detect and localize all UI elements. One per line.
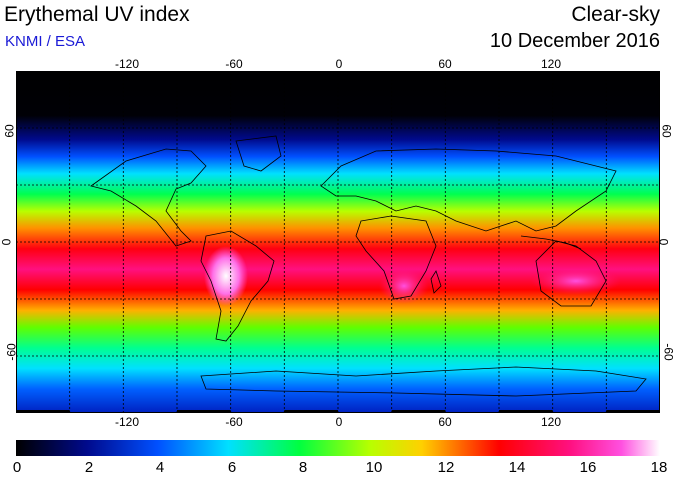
colorbar-tick: 16 — [579, 459, 597, 476]
uv-index-map — [16, 71, 660, 413]
sky-mode-label: Clear-sky — [571, 3, 660, 26]
lat-label-right: 60 — [659, 124, 674, 138]
colorbar-tick: 0 — [12, 459, 22, 476]
lon-label-top: 120 — [540, 57, 562, 71]
uv-colorbar — [16, 440, 660, 456]
colorbar-tick: 6 — [227, 459, 237, 476]
uv-hotspot-australia — [531, 267, 621, 295]
lat-label-left: 60 — [2, 124, 17, 138]
date-label: 10 December 2016 — [489, 30, 660, 52]
map-scale-ticks — [16, 71, 660, 413]
lon-label-bottom: 120 — [540, 415, 562, 429]
colorbar-tick: 10 — [365, 459, 383, 476]
lon-label-bottom: 60 — [438, 415, 452, 429]
lon-label-top: -60 — [225, 57, 243, 71]
colorbar-tick: 14 — [508, 459, 526, 476]
lat-label-right: -60 — [661, 343, 676, 361]
lon-label-bottom: 0 — [335, 415, 343, 429]
colorbar-gradient — [16, 440, 660, 456]
colorbar-tick: 18 — [650, 459, 668, 476]
lat-label-left: 0 — [0, 238, 14, 246]
lon-label-bottom: -60 — [225, 415, 243, 429]
map-title: Erythemal UV index — [4, 3, 190, 26]
lon-label-top: -120 — [114, 57, 140, 71]
colorbar-tick: 8 — [298, 459, 308, 476]
graticule — [16, 71, 660, 413]
colorbar-tick: 2 — [84, 459, 94, 476]
credit-label: KNMI / ESA — [5, 33, 86, 50]
colorbar-tick: 12 — [437, 459, 455, 476]
lon-label-top: 60 — [438, 57, 452, 71]
lon-label-top: 0 — [335, 57, 343, 71]
uv-hotspot-andes — [204, 246, 248, 306]
lon-label-bottom: -120 — [114, 415, 140, 429]
colorbar-tick: 4 — [155, 459, 165, 476]
